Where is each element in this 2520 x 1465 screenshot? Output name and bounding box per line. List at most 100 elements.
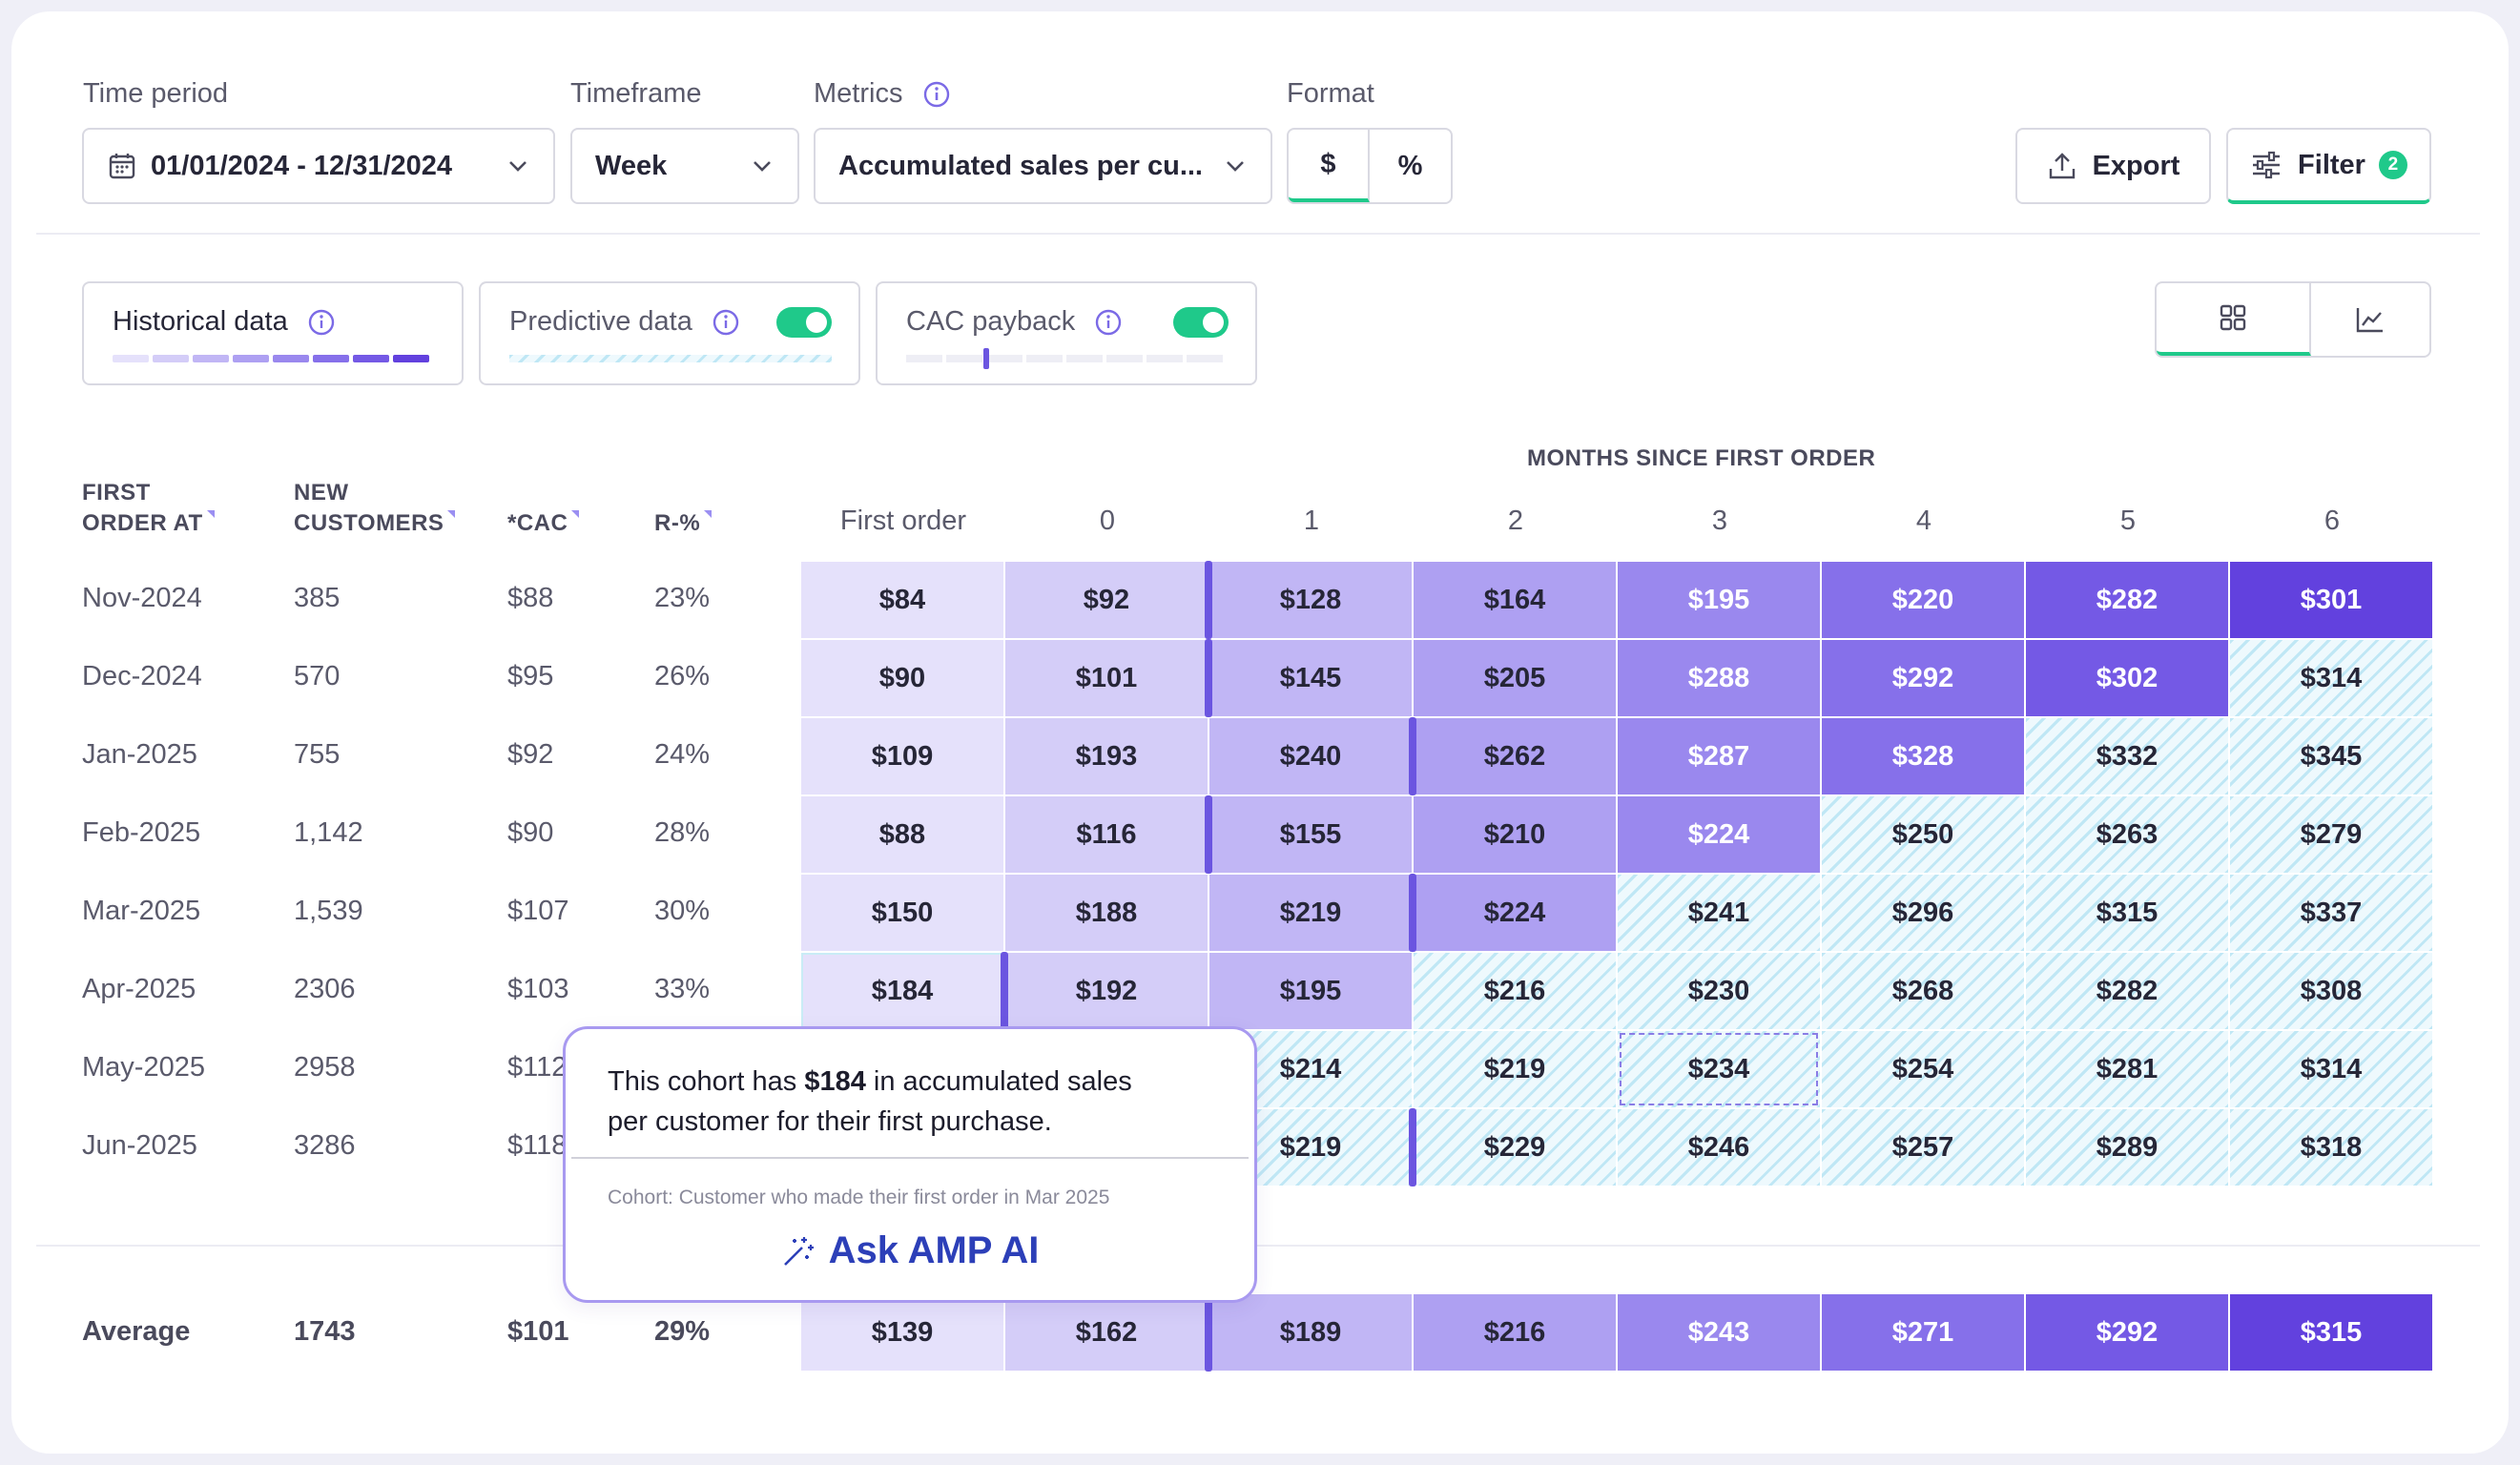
cohort-cell[interactable]: $155 <box>1209 796 1412 873</box>
cohort-cell[interactable]: $145 <box>1209 640 1412 716</box>
cohort-cell[interactable]: $216 <box>1414 953 1616 1029</box>
cac-payback-marker <box>1001 952 1008 1030</box>
new-customers-header-line1: NEW <box>294 480 349 506</box>
cohort-cell[interactable]: $195 <box>1618 562 1820 638</box>
cohort-cell[interactable]: $193 <box>1005 718 1208 794</box>
info-icon[interactable] <box>1094 308 1123 337</box>
row-cac: $90 <box>507 817 554 848</box>
cohort-cell[interactable]: $268 <box>1822 953 2024 1029</box>
info-icon[interactable] <box>712 308 740 337</box>
cohort-cell[interactable]: $328 <box>1822 718 2024 794</box>
cohort-cell[interactable]: $318 <box>2230 1109 2432 1186</box>
cac-payback-marker <box>1205 561 1212 639</box>
cohort-cell[interactable]: $229 <box>1414 1109 1616 1186</box>
cohort-cell[interactable]: $314 <box>2230 1031 2432 1107</box>
format-dollar-button[interactable]: $ <box>1289 130 1370 202</box>
cohort-cell[interactable]: $184 <box>801 953 1003 1029</box>
cohort-cell[interactable]: $257 <box>1822 1109 2024 1186</box>
average-cell[interactable]: $271 <box>1822 1294 2024 1371</box>
cohort-cell[interactable]: $230 <box>1618 953 1820 1029</box>
cohort-cell[interactable]: $281 <box>2026 1031 2228 1107</box>
info-icon[interactable] <box>307 308 336 337</box>
cohort-cell[interactable]: $332 <box>2026 718 2228 794</box>
cohort-cell[interactable]: $345 <box>2230 718 2432 794</box>
cohort-cell[interactable]: $210 <box>1414 796 1616 873</box>
row-label: May-2025 <box>82 1052 205 1083</box>
cohort-cell[interactable]: $205 <box>1414 640 1616 716</box>
cohort-cell[interactable]: $188 <box>1005 875 1208 951</box>
cohort-cell[interactable]: $337 <box>2230 875 2432 951</box>
row-new-customers: 385 <box>294 583 341 613</box>
info-icon[interactable] <box>922 80 951 109</box>
cohort-cell[interactable]: $150 <box>801 875 1003 951</box>
cohort-cell[interactable]: $308 <box>2230 953 2432 1029</box>
cohort-cell[interactable]: $315 <box>2026 875 2228 951</box>
cohort-cell[interactable]: $240 <box>1209 718 1412 794</box>
average-cell[interactable]: $292 <box>2026 1294 2228 1371</box>
cohort-cell[interactable]: $219 <box>1209 875 1412 951</box>
filter-button[interactable]: Filter 2 <box>2226 128 2431 204</box>
cohort-cell[interactable]: $263 <box>2026 796 2228 873</box>
row-label: Apr-2025 <box>82 974 196 1004</box>
ask-amp-ai-button[interactable]: Ask AMP AI <box>566 1229 1254 1272</box>
cohort-cell[interactable]: $279 <box>2230 796 2432 873</box>
timeframe-dropdown[interactable]: Week <box>570 128 799 204</box>
cohort-cell[interactable]: $314 <box>2230 640 2432 716</box>
cohort-cell[interactable]: $224 <box>1414 875 1616 951</box>
new-customers-header[interactable]: NEW CUSTOMERS <box>294 478 456 539</box>
cohort-cell[interactable]: $90 <box>801 640 1003 716</box>
export-button[interactable]: Export <box>2015 128 2211 204</box>
cohort-cell[interactable]: $116 <box>1005 796 1208 873</box>
month-5-header: 5 <box>2119 506 2137 536</box>
cac-payback-toggle[interactable] <box>1173 307 1229 338</box>
cohort-cell[interactable]: $234 <box>1618 1031 1820 1107</box>
average-cell[interactable]: $162 <box>1005 1294 1208 1371</box>
metrics-dropdown[interactable]: Accumulated sales per cu... <box>814 128 1272 204</box>
cohort-cell[interactable]: $109 <box>801 718 1003 794</box>
cohort-cell[interactable]: $254 <box>1822 1031 2024 1107</box>
format-percent-button[interactable]: % <box>1370 130 1451 202</box>
cac-header[interactable]: *CAC <box>507 508 580 539</box>
cohort-cell[interactable]: $288 <box>1618 640 1820 716</box>
first-order-at-header-line1: FIRST <box>82 480 151 506</box>
average-cell[interactable]: $189 <box>1209 1294 1412 1371</box>
time-period-dropdown[interactable]: 01/01/2024 - 12/31/2024 <box>82 128 555 204</box>
r-pct-header[interactable]: R-% <box>654 508 713 539</box>
cohort-cell[interactable]: $192 <box>1005 953 1208 1029</box>
tooltip-line2: per customer for their first purchase. <box>608 1106 1052 1137</box>
cohort-cell[interactable]: $128 <box>1209 562 1412 638</box>
predictive-data-toggle[interactable] <box>776 307 832 338</box>
cohort-cell[interactable]: $282 <box>2026 953 2228 1029</box>
chart-view-button[interactable] <box>2311 283 2429 356</box>
predictive-data-label: Predictive data <box>509 306 692 337</box>
cohort-cell[interactable]: $282 <box>2026 562 2228 638</box>
cohort-cell[interactable]: $84 <box>801 562 1003 638</box>
cohort-cell[interactable]: $301 <box>2230 562 2432 638</box>
cohort-cell[interactable]: $292 <box>1822 640 2024 716</box>
cohort-cell[interactable]: $302 <box>2026 640 2228 716</box>
first-order-at-header[interactable]: FIRST ORDER AT <box>82 478 215 539</box>
cohort-cell[interactable]: $262 <box>1414 718 1616 794</box>
cohort-cell[interactable]: $246 <box>1618 1109 1820 1186</box>
cohort-cell[interactable]: $219 <box>1414 1031 1616 1107</box>
cohort-cell[interactable]: $287 <box>1618 718 1820 794</box>
cohort-cell[interactable]: $250 <box>1822 796 2024 873</box>
cohort-cell[interactable]: $92 <box>1005 562 1208 638</box>
average-cell[interactable]: $139 <box>801 1294 1003 1371</box>
row-r-pct: 33% <box>654 974 711 1004</box>
cohort-cell[interactable]: $289 <box>2026 1109 2228 1186</box>
cohort-cell[interactable]: $164 <box>1414 562 1616 638</box>
cohort-cell[interactable]: $241 <box>1618 875 1820 951</box>
average-cell[interactable]: $216 <box>1414 1294 1616 1371</box>
average-cell[interactable]: $315 <box>2230 1294 2432 1371</box>
cohort-cell[interactable]: $224 <box>1618 796 1820 873</box>
cohort-cell[interactable]: $220 <box>1822 562 2024 638</box>
cohort-tooltip: This cohort has $184 in accumulated sale… <box>563 1026 1257 1303</box>
cohort-cell[interactable]: $88 <box>801 796 1003 873</box>
cohort-cell[interactable]: $101 <box>1005 640 1208 716</box>
grid-view-button[interactable] <box>2157 283 2311 356</box>
sliders-icon <box>2253 151 2281 179</box>
average-cell[interactable]: $243 <box>1618 1294 1820 1371</box>
cohort-cell[interactable]: $195 <box>1209 953 1412 1029</box>
cohort-cell[interactable]: $296 <box>1822 875 2024 951</box>
